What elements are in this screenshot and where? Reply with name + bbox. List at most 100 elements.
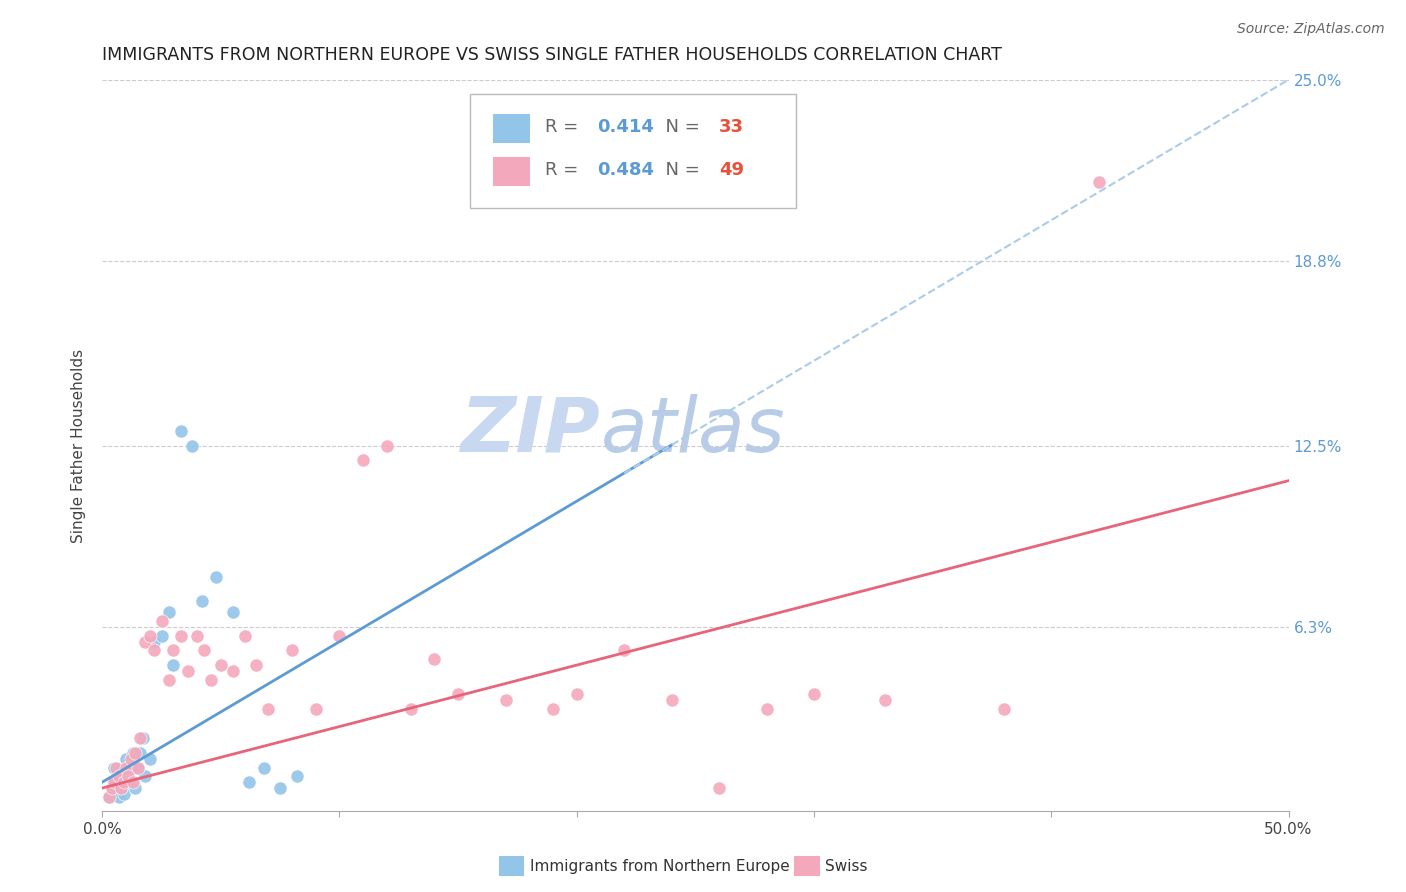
Point [1087, 175, 1109, 189]
Point [162, 658, 184, 673]
Point [108, 789, 131, 804]
Point [108, 769, 131, 783]
Point [98, 789, 121, 804]
Point [169, 424, 191, 438]
Point [117, 769, 139, 783]
Bar [492, 114, 530, 144]
Point [115, 760, 138, 774]
Point [181, 438, 204, 452]
Text: N =: N = [654, 161, 706, 178]
Point [103, 775, 125, 789]
Text: IMMIGRANTS FROM NORTHERN EUROPE VS SWISS SINGLE FATHER HOUSEHOLDS CORRELATION CH: IMMIGRANTS FROM NORTHERN EUROPE VS SWISS… [103, 46, 1002, 64]
Point [238, 775, 260, 789]
Point [105, 780, 128, 795]
Text: Swiss: Swiss [825, 859, 868, 873]
Point [281, 643, 304, 657]
Text: 0.414: 0.414 [598, 119, 654, 136]
Point [115, 769, 138, 783]
Point [112, 787, 135, 801]
Point [157, 673, 180, 687]
Point [233, 629, 256, 643]
Point [120, 752, 142, 766]
Point [993, 702, 1015, 716]
Bar [492, 156, 530, 186]
Text: 49: 49 [718, 161, 744, 178]
Text: R =: R = [544, 161, 583, 178]
Point [138, 629, 160, 643]
Point [803, 687, 825, 701]
Point [122, 775, 145, 789]
Point [117, 775, 139, 789]
Point [613, 643, 636, 657]
Point [124, 746, 146, 760]
Point [205, 570, 228, 584]
Point [222, 606, 245, 620]
Point [138, 752, 160, 766]
Point [245, 658, 267, 673]
Point [169, 629, 191, 643]
Point [103, 775, 125, 789]
Point [157, 606, 180, 620]
Text: 0.484: 0.484 [598, 161, 654, 178]
Point [134, 769, 156, 783]
Point [98, 789, 121, 804]
Point [209, 658, 232, 673]
Point [134, 634, 156, 648]
Point [252, 760, 274, 774]
Point [115, 752, 138, 766]
Point [447, 687, 470, 701]
Text: ZIP: ZIP [461, 394, 600, 468]
Point [257, 702, 280, 716]
FancyBboxPatch shape [470, 95, 796, 208]
Point [186, 629, 208, 643]
Point [423, 652, 446, 666]
Point [541, 702, 564, 716]
Text: R =: R = [544, 119, 583, 136]
Point [222, 664, 245, 678]
Point [127, 760, 149, 774]
Point [191, 593, 214, 607]
Point [495, 693, 517, 707]
Point [129, 731, 152, 746]
Point [375, 438, 398, 452]
Text: atlas: atlas [600, 394, 785, 468]
Y-axis label: Single Father Households: Single Father Households [72, 349, 86, 542]
Point [176, 664, 198, 678]
Point [269, 780, 291, 795]
Point [110, 780, 132, 795]
Point [124, 780, 146, 795]
Point [755, 702, 778, 716]
Point [122, 746, 145, 760]
Point [120, 760, 142, 774]
Point [150, 614, 173, 628]
Point [707, 780, 730, 795]
Point [875, 693, 897, 707]
Point [105, 760, 128, 774]
Point [108, 769, 131, 783]
Point [352, 453, 374, 467]
Point [129, 746, 152, 760]
Point [143, 643, 166, 657]
Point [162, 643, 184, 657]
Text: Immigrants from Northern Europe: Immigrants from Northern Europe [530, 859, 790, 873]
Point [127, 760, 149, 774]
Point [661, 693, 683, 707]
Point [100, 780, 122, 795]
Text: N =: N = [654, 119, 706, 136]
Point [150, 629, 173, 643]
Point [131, 731, 153, 746]
Point [565, 687, 588, 701]
Point [285, 769, 308, 783]
Point [100, 780, 122, 795]
Point [200, 673, 222, 687]
Point [112, 775, 135, 789]
Point [193, 643, 215, 657]
Point [143, 634, 166, 648]
Point [328, 629, 350, 643]
Text: 33: 33 [718, 119, 744, 136]
Text: Source: ZipAtlas.com: Source: ZipAtlas.com [1237, 22, 1385, 37]
Point [399, 702, 422, 716]
Point [103, 760, 125, 774]
Point [305, 702, 328, 716]
Point [110, 775, 132, 789]
